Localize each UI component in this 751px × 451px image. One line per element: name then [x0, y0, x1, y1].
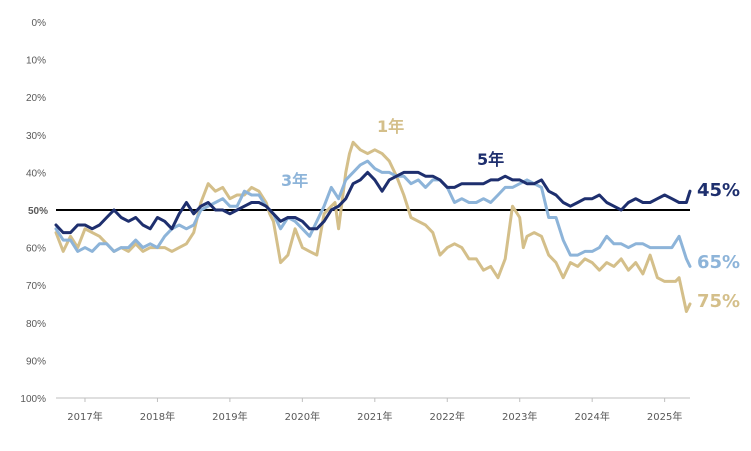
series-line-3年 — [54, 159, 692, 268]
y-tick-label: 90% — [26, 356, 46, 367]
y-tick-label: 80% — [26, 319, 46, 330]
y-tick-label: 20% — [26, 93, 46, 104]
series-line-5年 — [54, 170, 692, 235]
x-tick-label: 2019年 — [212, 410, 247, 423]
x-tick-label: 2017年 — [67, 410, 102, 423]
y-tick-label: 70% — [26, 281, 46, 292]
y-tick-label: 60% — [26, 244, 46, 255]
y-tick-label: 40% — [26, 168, 46, 179]
series-label: 1年 — [377, 117, 404, 136]
x-tick-label: 2023年 — [502, 410, 537, 423]
x-tick-label: 2024年 — [574, 410, 609, 423]
y-tick-label: 50% — [28, 206, 48, 217]
series-line-1年 — [54, 140, 692, 313]
series-label: 5年 — [477, 150, 504, 169]
y-tick-label: 0% — [32, 18, 47, 29]
x-tick-label: 2018年 — [140, 410, 175, 423]
x-tick-label: 2025年 — [647, 410, 682, 423]
series-labels: 1年 75% 3年 65% 5年 45% — [281, 117, 740, 312]
x-axis-ticks: 2017年 2018年 2019年 2020年 2021年 2022年 2023年 2024年… — [67, 398, 682, 423]
y-tick-label: 10% — [26, 56, 46, 67]
x-tick-label: 2021年 — [357, 410, 392, 423]
series-end-label: 75% — [697, 291, 740, 312]
y-tick-label: 30% — [26, 131, 46, 142]
x-tick-label: 2020年 — [285, 410, 320, 423]
series-lines — [54, 140, 692, 313]
series-end-label: 65% — [697, 252, 740, 273]
series-end-label: 45% — [697, 180, 740, 201]
x-tick-label: 2022年 — [430, 410, 465, 423]
y-tick-label: 100% — [20, 394, 46, 405]
y-axis-ticks: 0% 10% 20% 30% 40% 50% 60% 70% 80% 90% 100% — [20, 18, 48, 405]
series-label: 3年 — [281, 171, 308, 190]
